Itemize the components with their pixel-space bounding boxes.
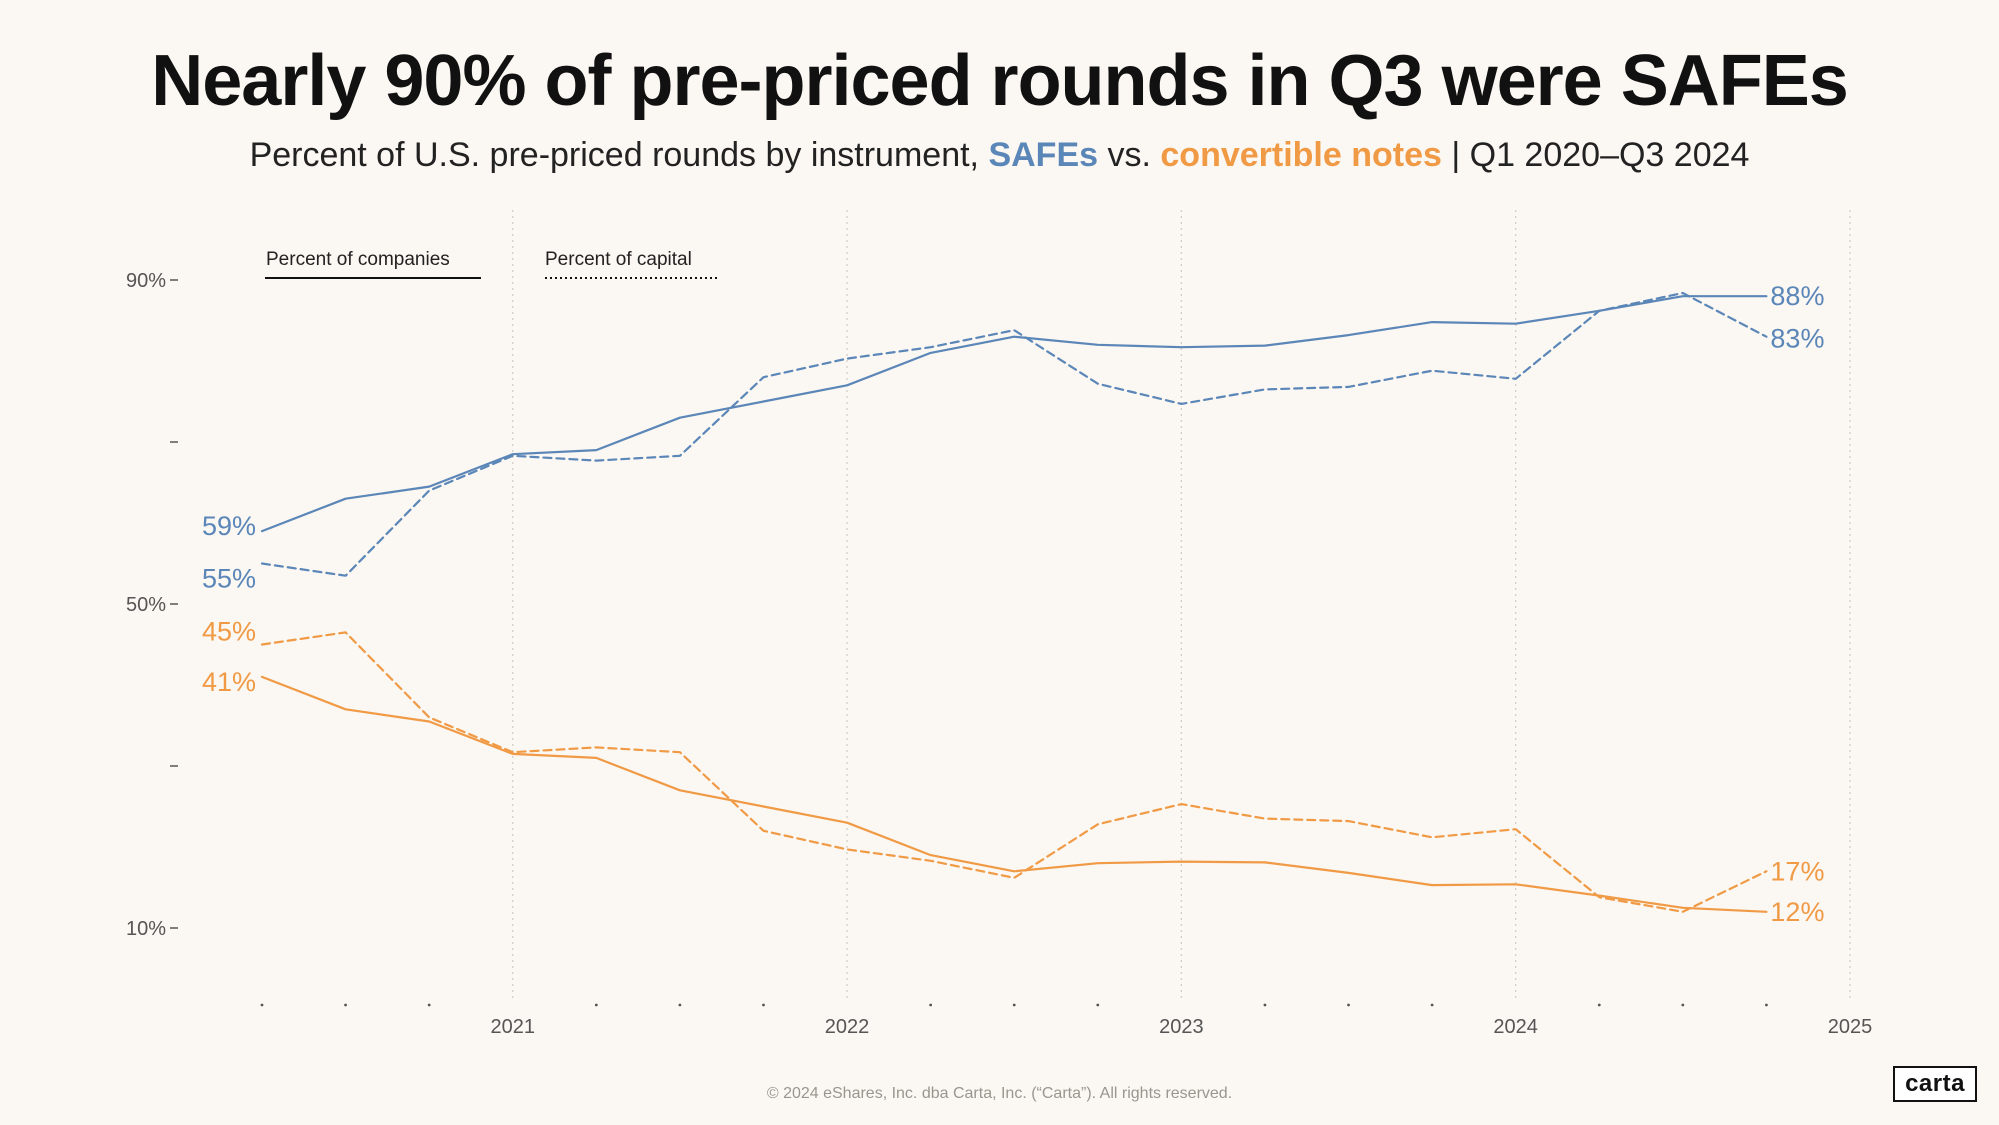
x-quarter-tick (1347, 1003, 1350, 1007)
x-quarter-tick (427, 1003, 431, 1007)
carta-logo: carta (1893, 1066, 1977, 1102)
subtitle-vs: vs. (1098, 136, 1161, 174)
series-line-safes-capital (260, 291, 1768, 577)
copyright-footer: © 2024 eShares, Inc. dba Carta, Inc. (“C… (766, 1085, 1233, 1102)
subtitle-safes: SAFEs (988, 136, 1099, 174)
x-quarter-tick (594, 1003, 598, 1007)
x-quarter-tick (929, 1003, 933, 1007)
series-line-safes-companies (260, 295, 1768, 533)
start-label-safes-companies: 59% (202, 511, 256, 541)
y-tick-label-50%: 50% (126, 594, 166, 616)
x-tick-label-2023: 2023 (1159, 1016, 1204, 1038)
y-tick-label-10%: 10% (126, 918, 166, 940)
x-quarter-tick (1430, 1003, 1434, 1007)
x-quarter-tick (260, 1003, 264, 1007)
x-quarter-tick (1597, 1003, 1601, 1007)
series (260, 291, 1768, 913)
x-tick-label-2024: 2024 (1493, 1016, 1538, 1038)
grid-lines (512, 210, 1851, 1000)
x-quarter-tick (1765, 1003, 1768, 1007)
x-quarter-tick (344, 1003, 347, 1007)
x-quarter-tick (762, 1003, 765, 1007)
subtitle-notes: convertible notes (1160, 136, 1442, 174)
chart-subtitle: Percent of U.S. pre-priced rounds by ins… (0, 136, 1999, 175)
x-quarter-tick (1681, 1003, 1685, 1007)
subtitle-prefix: Percent of U.S. pre-priced rounds by ins… (249, 136, 989, 174)
series-labels: 59% 88% 55% 83% 41% 12% 45% 17% (202, 281, 1825, 927)
y-tick-label-90%: 90% (126, 270, 166, 292)
x-tick-label-2021: 2021 (490, 1016, 535, 1038)
x-quarter-tick (1263, 1003, 1267, 1007)
start-label-notes-companies: 41% (202, 667, 256, 697)
series-line-notes-capital (260, 631, 1768, 913)
legend: Percent of companies Percent of capital (265, 249, 717, 279)
legend-capital-label: Percent of capital (545, 249, 692, 270)
subtitle-suffix: | Q1 2020–Q3 2024 (1441, 136, 1750, 174)
start-label-notes-capital: 45% (202, 617, 256, 647)
end-label-safes-companies: 88% (1770, 281, 1824, 311)
x-quarter-tick (678, 1003, 682, 1007)
end-label-safes-capital: 83% (1770, 324, 1824, 354)
end-label-notes-companies: 12% (1770, 897, 1824, 927)
x-quarter-tick (1096, 1003, 1100, 1007)
x-tick-label-2022: 2022 (825, 1016, 870, 1038)
end-label-notes-capital: 17% (1770, 856, 1824, 886)
chart-title: Nearly 90% of pre-priced rounds in Q3 we… (151, 41, 1849, 121)
series-line-notes-companies (260, 675, 1768, 913)
x-quarter-tick (1012, 1003, 1016, 1007)
legend-companies-label: Percent of companies (266, 249, 450, 270)
axes: 2021 2022 2023 2024 2025 90% 50% 10% (126, 270, 1872, 1038)
x-tick-label-2025: 2025 (1828, 1016, 1873, 1038)
start-label-safes-capital: 55% (202, 564, 256, 594)
